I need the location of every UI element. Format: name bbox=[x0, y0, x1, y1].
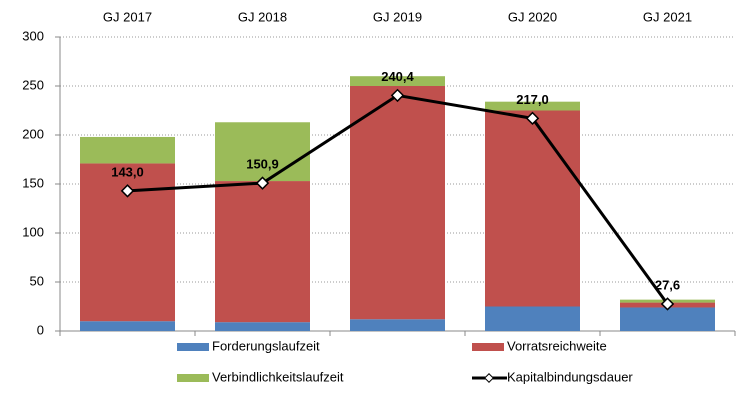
y-tick-label: 250 bbox=[22, 77, 44, 92]
bar-segment bbox=[215, 122, 310, 182]
bar-segment bbox=[350, 86, 445, 320]
bar-segment bbox=[350, 76, 445, 86]
legend-marker bbox=[484, 373, 494, 383]
legend-swatch bbox=[472, 343, 504, 351]
legend-label: Vorratsreichweite bbox=[507, 338, 607, 353]
x-tick-label: GJ 2018 bbox=[238, 9, 287, 24]
legend-swatch bbox=[177, 343, 209, 351]
y-tick-label: 150 bbox=[22, 175, 44, 190]
data-label: 217,0 bbox=[516, 92, 549, 107]
y-tick-label: 300 bbox=[22, 28, 44, 43]
line-marker bbox=[120, 184, 135, 198]
y-tick-label: 0 bbox=[37, 322, 44, 337]
legend-label: Kapitalbindungsdauer bbox=[507, 369, 633, 384]
line-marker bbox=[660, 297, 675, 311]
legend-label: Forderungslaufzeit bbox=[212, 338, 320, 353]
data-label: 150,9 bbox=[246, 157, 279, 172]
bar-segment bbox=[215, 322, 310, 331]
data-label: 27,6 bbox=[655, 277, 680, 292]
bar-segment bbox=[620, 307, 715, 331]
data-label: 240,4 bbox=[381, 69, 414, 84]
x-tick-label: GJ 2017 bbox=[103, 9, 152, 24]
bar-segment bbox=[350, 319, 445, 331]
x-tick-label: GJ 2021 bbox=[643, 9, 692, 24]
line-marker bbox=[525, 111, 540, 126]
data-label: 143,0 bbox=[111, 164, 144, 179]
bar-segment bbox=[215, 181, 310, 323]
bar-segment bbox=[485, 306, 580, 331]
y-tick-label: 200 bbox=[22, 126, 44, 141]
x-tick-label: GJ 2019 bbox=[373, 9, 422, 24]
bar-segment bbox=[485, 110, 580, 307]
y-tick-label: 100 bbox=[22, 224, 44, 239]
line-marker bbox=[390, 88, 405, 103]
line-marker bbox=[255, 176, 270, 190]
x-tick-label: GJ 2020 bbox=[508, 9, 557, 24]
bar-segment bbox=[80, 321, 175, 331]
legend-swatch bbox=[177, 374, 209, 382]
y-tick-label: 50 bbox=[30, 273, 44, 288]
legend-label: Verbindlichkeitslaufzeit bbox=[212, 369, 344, 384]
bar-segment bbox=[80, 136, 175, 164]
bar-segment bbox=[485, 101, 580, 111]
